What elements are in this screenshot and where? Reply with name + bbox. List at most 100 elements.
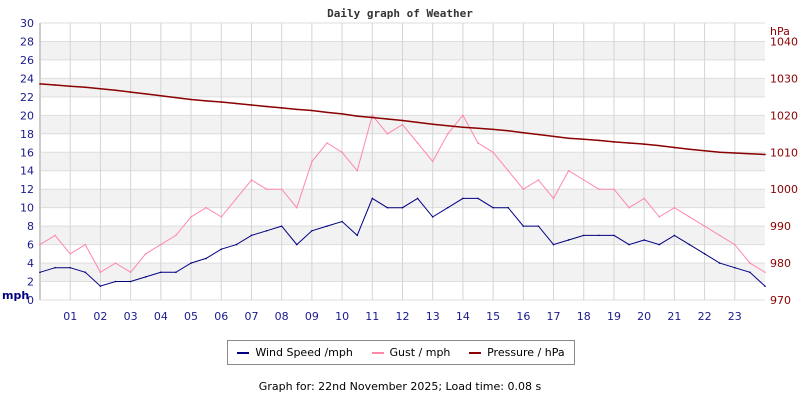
data-point (673, 234, 676, 237)
x-tick-label: 17 (547, 310, 561, 323)
legend-label-pressure: Pressure / hPa (487, 346, 565, 359)
data-point (114, 280, 117, 283)
data-point (220, 101, 223, 103)
data-point (250, 234, 253, 237)
data-point (235, 243, 238, 246)
data-point (537, 133, 540, 136)
data-point (416, 121, 419, 124)
data-point (703, 253, 706, 255)
data-point (386, 118, 389, 120)
data-point (99, 285, 102, 287)
data-point (401, 123, 404, 126)
data-point (582, 234, 585, 237)
left-tick-label: 14 (20, 165, 34, 178)
data-point (84, 243, 87, 246)
data-point (613, 188, 615, 190)
data-point (718, 151, 721, 154)
weather-chart: Daily graph of Weather 02468101214161820… (2, 7, 798, 323)
x-tick-label: 09 (305, 310, 319, 323)
data-point (416, 142, 419, 144)
x-tick-label: 21 (667, 310, 681, 323)
data-point (658, 144, 661, 147)
legend: Wind Speed /mph Gust / mph Pressure / hP… (227, 340, 575, 365)
data-point (582, 138, 585, 141)
data-point (537, 225, 540, 227)
data-point (280, 107, 283, 109)
legend-label-wind: Wind Speed /mph (255, 346, 353, 359)
data-point (311, 109, 313, 112)
legend-item-pressure: Pressure / hPa (469, 346, 565, 359)
data-point (552, 243, 555, 246)
left-tick-label: 0 (27, 294, 34, 307)
data-point (190, 98, 192, 101)
right-tick-label: 990 (770, 220, 791, 233)
data-point (628, 243, 630, 246)
data-point (144, 276, 147, 278)
data-point (567, 137, 570, 140)
data-point (658, 243, 661, 246)
data-point (341, 113, 343, 115)
right-tick-label: 1010 (770, 146, 798, 159)
x-tick-label: 23 (728, 310, 742, 323)
x-tick-label: 20 (637, 310, 651, 323)
data-point (235, 197, 238, 200)
x-tick-label: 13 (426, 310, 440, 323)
data-point (341, 220, 343, 223)
left-tick-label: 18 (20, 128, 34, 141)
data-point (265, 105, 268, 108)
data-point (733, 266, 736, 269)
data-point (447, 124, 449, 127)
data-point (658, 216, 661, 218)
data-point (431, 216, 434, 218)
data-point (416, 197, 419, 200)
x-tick-label: 02 (93, 310, 107, 323)
right-tick-label: 1040 (770, 35, 798, 48)
x-tick-label: 11 (365, 310, 379, 323)
data-point (69, 253, 72, 255)
x-tick-label: 04 (154, 310, 168, 323)
data-point (39, 83, 41, 85)
data-point (175, 96, 177, 99)
data-point (507, 169, 510, 172)
data-point (764, 285, 766, 287)
right-tick-label: 980 (770, 257, 791, 270)
data-point (522, 225, 525, 227)
data-point (160, 243, 162, 246)
data-point (99, 271, 102, 274)
data-point (613, 141, 615, 143)
legend-item-wind: Wind Speed /mph (237, 346, 353, 359)
left-tick-label: 4 (27, 257, 34, 270)
wind-swatch (237, 351, 250, 354)
data-point (598, 188, 600, 190)
x-tick-label: 19 (607, 310, 621, 323)
data-point (386, 206, 389, 209)
data-point (205, 257, 207, 260)
data-point (507, 206, 510, 209)
data-point (703, 149, 706, 152)
data-point (356, 169, 358, 172)
data-point (567, 239, 570, 241)
data-point (477, 197, 479, 200)
right-tick-label: 970 (770, 294, 791, 307)
left-tick-label: 10 (20, 202, 34, 215)
data-point (356, 234, 358, 237)
data-point (69, 266, 72, 269)
data-point (462, 126, 464, 128)
pressure-swatch (469, 351, 482, 354)
data-point (613, 234, 615, 237)
left-tick-label: 26 (20, 54, 34, 67)
data-point (733, 152, 736, 154)
data-point (401, 206, 404, 209)
x-tick-label: 05 (184, 310, 198, 323)
left-tick-label: 28 (20, 35, 34, 48)
data-point (673, 146, 676, 149)
x-tick-label: 07 (244, 310, 258, 323)
data-point (265, 188, 268, 190)
data-point (718, 262, 721, 264)
right-tick-label: 1030 (770, 72, 798, 85)
data-point (386, 133, 389, 135)
data-point (341, 151, 343, 154)
data-point (447, 206, 449, 209)
data-point (401, 119, 404, 122)
data-point (326, 111, 328, 114)
